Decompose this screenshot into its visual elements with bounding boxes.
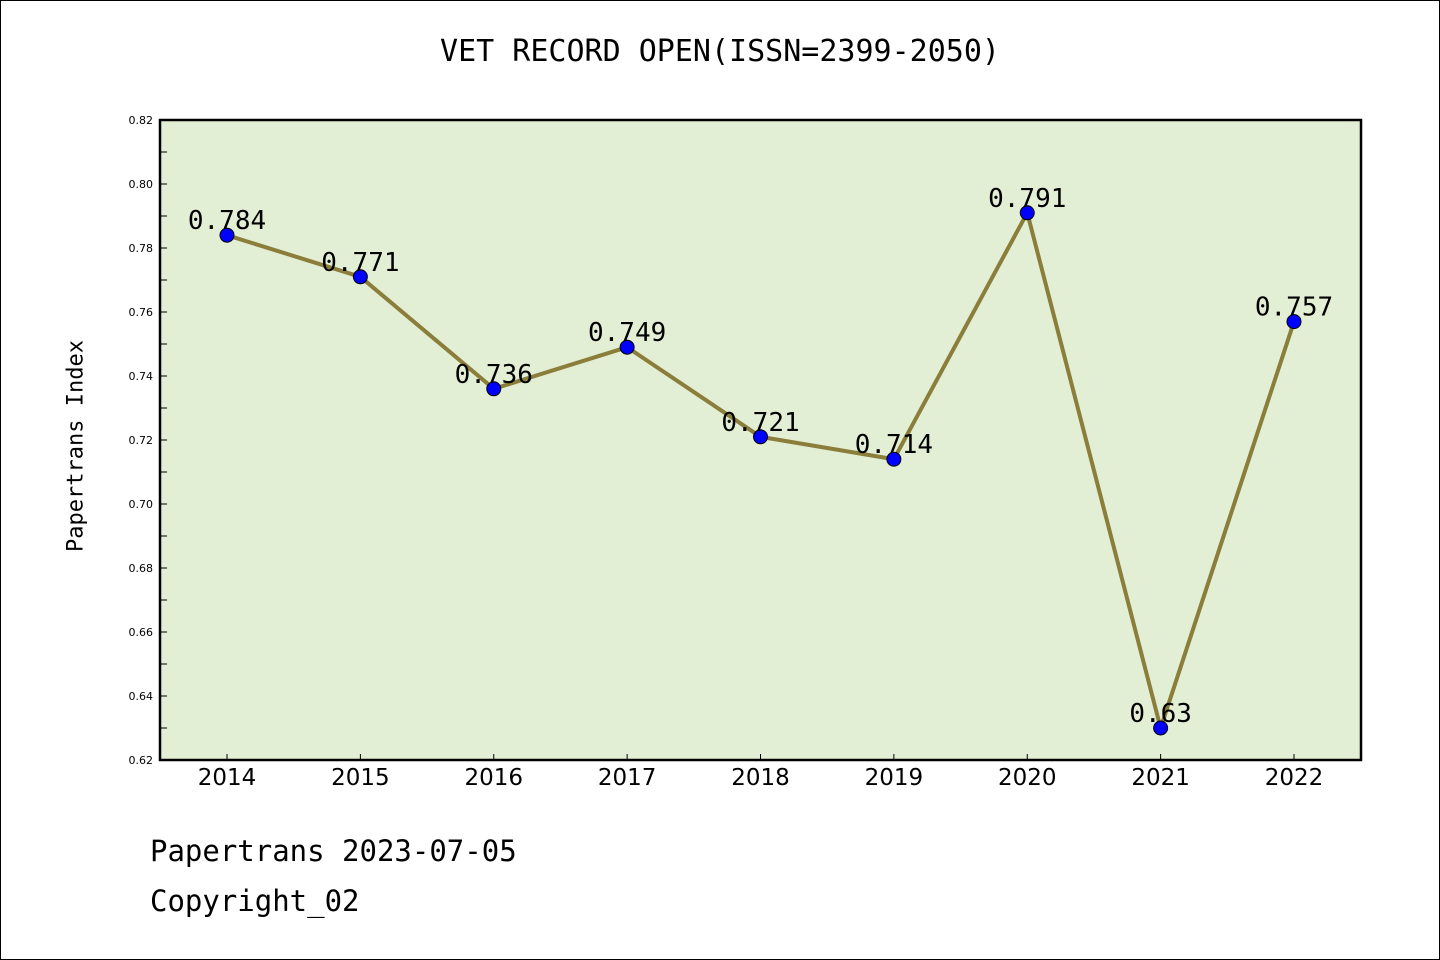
y-tick-label: 0.68 [129, 562, 154, 575]
footer-copyright: Copyright_02 [150, 884, 360, 918]
x-tick-label: 2017 [598, 765, 657, 791]
data-point [486, 381, 502, 397]
data-label: 0.714 [855, 430, 933, 460]
data-label: 0.63 [1129, 699, 1192, 729]
y-tick-label: 0.64 [129, 690, 154, 703]
y-tick-label: 0.80 [129, 178, 154, 191]
x-tick-label: 2014 [198, 765, 257, 791]
data-point [886, 451, 902, 467]
data-label: 0.771 [321, 248, 399, 278]
data-label: 0.749 [588, 318, 666, 348]
data-point [1153, 720, 1169, 736]
data-label: 0.721 [721, 408, 799, 438]
x-tick-label: 2018 [731, 765, 790, 791]
chart-title: VET RECORD OPEN(ISSN=2399-2050) [440, 34, 1000, 69]
data-point [219, 227, 235, 243]
data-label: 0.757 [1255, 293, 1333, 323]
plot-border [158, 118, 1363, 762]
data-point [1286, 314, 1302, 330]
y-tick-label: 0.82 [129, 114, 154, 127]
data-point [1019, 205, 1035, 221]
y-tick-label: 0.66 [129, 626, 154, 639]
x-tick-label: 2019 [865, 765, 924, 791]
data-label: 0.791 [988, 184, 1066, 214]
data-point [619, 339, 635, 355]
data-point [753, 429, 768, 445]
x-tick-label: 2015 [331, 765, 390, 791]
y-tick-label: 0.78 [129, 242, 154, 255]
y-tick-label: 0.62 [129, 754, 154, 767]
x-tick-label: 2020 [998, 765, 1057, 791]
data-point [352, 269, 368, 285]
x-tick-label: 2021 [1131, 765, 1190, 791]
y-tick-label: 0.72 [129, 434, 154, 447]
y-tick-label: 0.76 [129, 306, 154, 319]
x-tick-label: 2022 [1265, 765, 1324, 791]
data-label: 0.784 [188, 206, 266, 236]
footer-date: Papertrans 2023-07-05 [150, 834, 517, 868]
y-tick-label: 0.74 [129, 370, 154, 383]
data-label: 0.736 [455, 360, 533, 390]
y-tick-label: 0.70 [129, 498, 154, 511]
x-tick-label: 2016 [464, 765, 523, 791]
